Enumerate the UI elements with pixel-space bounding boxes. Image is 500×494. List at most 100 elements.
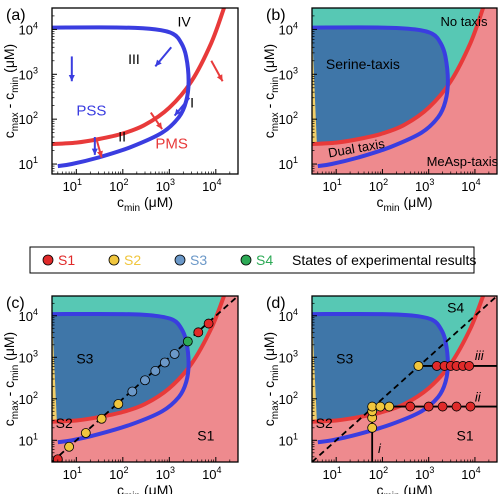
y-tick-label: 103 [19,348,38,365]
data-point-s3 [150,366,161,376]
data-point-s2 [367,401,378,412]
data-point-s3 [169,349,180,359]
label-region-ii: II [118,128,126,144]
y-tick-label: 102 [279,110,298,127]
y-axis-label: cmax - cmin (μM) [261,332,281,426]
y-tick-label: 101 [279,431,298,448]
legend-label-s3: S3 [190,252,207,268]
legend-label-s4: S4 [256,252,273,268]
data-point-s2 [367,422,378,433]
panel-label: (b) [266,7,286,24]
label-measp-taxis: MeAsp-taxis [427,154,499,169]
label-line-i: i [378,441,382,456]
x-tick-label: 104 [202,177,221,194]
x-axis-label: cmin (μM) [117,482,173,494]
data-point-s1 [193,327,204,338]
x-tick-label: 103 [156,177,175,194]
x-tick-label: 101 [63,465,82,482]
data-point-s1 [423,401,434,412]
y-tick-label: 102 [19,390,38,407]
data-point-s2 [96,413,107,424]
region-pms-upper [312,8,497,174]
data-point-s3 [127,386,138,397]
data-point-s1 [465,401,476,412]
x-tick-label: 101 [322,465,341,482]
data-point-s3 [159,357,170,368]
y-tick-label: 102 [19,110,38,127]
red-boundary-curve [52,8,226,146]
data-point-s1 [451,401,462,412]
x-tick-label: 102 [369,177,388,194]
data-point-s2 [113,399,124,409]
label-line-ii: ii [475,390,482,405]
legend-label-s2: S2 [124,252,141,268]
data-point-s1 [203,318,214,329]
y-axis-label: cmax - cmin (μM) [261,44,281,138]
data-point-s2 [413,361,424,371]
data-point-s3 [140,375,150,386]
legend-label-s1: S1 [58,252,75,268]
label-region-i: I [190,95,194,111]
label-pms: PMS [155,136,188,153]
x-tick-label: 102 [369,465,388,482]
legend-caption: States of experimental results [292,252,476,268]
label-region-iv: IV [178,14,192,30]
x-tick-label: 102 [109,465,128,482]
label-no-taxis: No taxis [440,14,487,29]
panel-c: S3S2S1101102103104101102103104cmin (μM)c… [1,295,239,494]
label-s2: S2 [56,415,73,431]
label-s3: S3 [336,351,353,367]
label-s1: S1 [457,427,474,443]
y-tick-label: 103 [279,65,298,82]
red-boundary-curve [52,296,226,424]
legend-marker-s4 [240,254,252,266]
x-tick-label: 101 [322,177,341,194]
y-tick-label: 101 [19,431,38,448]
x-tick-label: 103 [156,465,175,482]
x-axis-label: cmin (μM) [376,194,432,214]
label-line-iii: iii [475,348,485,363]
diagonal-line [312,296,497,462]
panel-label: (a) [6,7,26,24]
blue-boundary-curve [312,25,450,169]
red-boundary-curve [312,8,485,146]
x-axis-label: cmin (μM) [376,482,432,494]
label-s4: S4 [447,300,464,316]
label-s1: S1 [197,427,214,443]
y-tick-label: 102 [279,390,298,407]
y-tick-label: 101 [279,155,298,172]
x-tick-label: 102 [109,177,128,194]
y-axis-label: cmax - cmin (μM) [1,44,21,138]
red-boundary-curve [312,296,485,424]
blue-boundary-curve [52,311,191,445]
data-point-s2 [384,401,395,412]
data-point-s4 [182,336,193,347]
label-pss: PSS [76,103,106,120]
label-s3: S3 [76,351,93,367]
panel-d: S4S3S2S1iiiiii101102103104101102103104cm… [261,295,498,494]
x-tick-label: 104 [461,177,480,194]
panel-label: (d) [266,295,286,312]
data-point-s2 [64,441,75,452]
legend-marker-s2 [108,254,120,266]
label-region-iii: III [128,51,140,67]
blue-boundary-curve [312,311,450,445]
x-tick-label: 104 [202,465,221,482]
data-point-s1 [437,401,448,412]
data-point-s1 [464,361,475,371]
data-point-s2 [80,428,91,438]
axes-frame [51,7,239,175]
data-point-s2 [375,401,386,412]
x-tick-label: 103 [415,465,434,482]
label-s2: S2 [316,415,333,431]
y-axis-label: cmax - cmin (μM) [1,332,21,426]
data-point-s1 [405,401,416,412]
x-tick-label: 104 [461,465,480,482]
legend-marker-s3 [174,254,186,266]
x-tick-label: 101 [63,177,82,194]
legend-box [29,246,475,274]
y-tick-label: 103 [19,65,38,82]
